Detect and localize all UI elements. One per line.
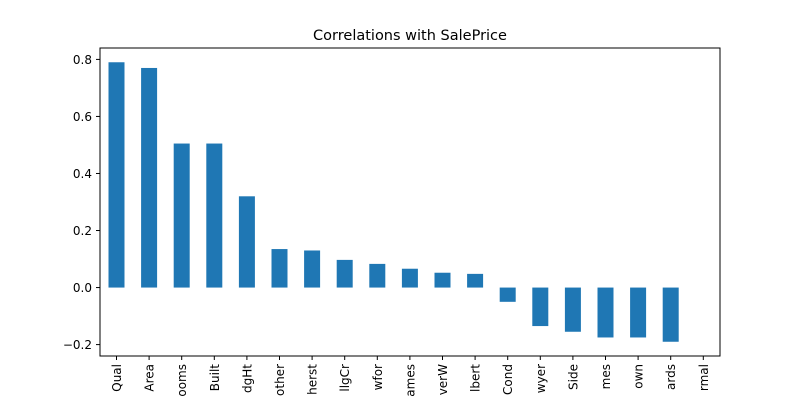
bar-12 [499, 287, 516, 302]
x-tick-label-15: mes [599, 364, 613, 389]
bar-0 [108, 62, 125, 288]
x-tick-label-6: herst [306, 364, 320, 395]
chart-title: Correlations with SalePrice [313, 28, 507, 44]
y-tick-label-5: 0.8 [73, 53, 92, 67]
x-tick-label-18: rmal [697, 364, 711, 391]
x-tick-label-7: llgCr [338, 364, 352, 392]
bar-9 [401, 268, 418, 288]
x-tick-label-16: own [632, 364, 646, 389]
bar-11 [467, 273, 484, 288]
bar-5 [271, 249, 288, 288]
x-tick-label-4: dgHt [240, 364, 254, 393]
x-tick-label-0: Qual [110, 364, 124, 392]
x-tick-label-10: verW [436, 364, 450, 395]
x-tick-label-1: Area [143, 364, 157, 392]
bar-3 [206, 143, 223, 288]
x-tick-label-8: wfor [371, 364, 385, 390]
bar-17 [662, 287, 679, 342]
x-tick-label-5: other [273, 364, 287, 396]
x-tick-label-17: ards [664, 364, 678, 390]
bar-7 [336, 259, 353, 288]
x-tick-label-3: Built [208, 364, 222, 392]
bar-4 [238, 196, 255, 288]
bar-2 [173, 143, 190, 288]
y-axis: −0.2 0.0 0.2 0.4 0.6 0.8 [63, 53, 100, 352]
y-tick-label-4: 0.6 [73, 110, 92, 124]
x-tick-label-9: ames [403, 364, 417, 397]
y-tick-label-2: 0.2 [73, 224, 92, 238]
bar-14 [564, 287, 581, 332]
x-tick-label-13: wyer [534, 364, 548, 393]
y-tick-label-0: −0.2 [63, 338, 92, 352]
bar-1 [141, 67, 158, 288]
x-axis: Qual Area ooms Built dgHt other herst llgCr wfor… [110, 356, 711, 397]
y-tick-label-3: 0.4 [73, 167, 92, 181]
bar-13 [532, 287, 549, 327]
bar-10 [434, 272, 451, 288]
plot-area-frame [99, 47, 721, 357]
x-tick-label-12: Cond [501, 364, 515, 395]
x-tick-label-14: Side [566, 364, 580, 390]
y-tick-label-1: 0.0 [73, 281, 92, 295]
bar-8 [369, 263, 386, 288]
bars-group [108, 62, 679, 342]
bar-15 [597, 287, 614, 338]
x-tick-label-2: ooms [175, 364, 189, 397]
x-tick-label-11: lbert [469, 364, 483, 392]
bar-16 [630, 287, 647, 338]
bar-6 [304, 250, 321, 288]
